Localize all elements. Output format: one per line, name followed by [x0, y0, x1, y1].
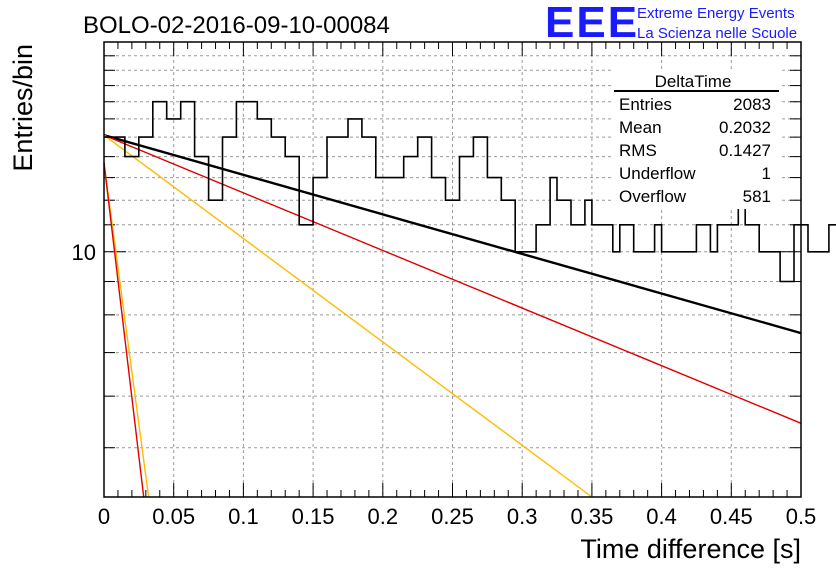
- x-tick-label: 0.2: [368, 504, 399, 529]
- y-axis-label: Entries/bin: [8, 44, 38, 172]
- stats-label: RMS: [619, 141, 657, 160]
- x-tick-label: 0.15: [292, 504, 335, 529]
- fit-line-3: [103, 134, 593, 498]
- x-axis-label: Time difference [s]: [580, 534, 801, 564]
- x-tick-label: 0.35: [570, 504, 613, 529]
- logo-line2: La Scienza nelle Scuole: [637, 25, 797, 42]
- eee-logo: EEE Extreme Energy Events La Scienza nel…: [545, 0, 797, 47]
- fit-line-4: [103, 162, 150, 498]
- x-tick-labels: 0 0.05 0.1 0.15 0.2 0.25 0.3 0.35 0.4 0.45 0.5: [98, 504, 816, 529]
- stats-value: 0.2032: [719, 118, 771, 137]
- y-tick-label: 10: [72, 240, 96, 265]
- stats-value: 2083: [733, 95, 771, 114]
- fit-line-1: [103, 134, 802, 335]
- x-tick-label: 0.5: [786, 504, 817, 529]
- x-tick-label: 0: [98, 504, 110, 529]
- stats-box: DeltaTime Entries 2083 Mean 0.2032 RMS 0.1427…: [612, 69, 782, 209]
- x-tick-label: 0.1: [228, 504, 259, 529]
- y-tick-labels: 10: [72, 240, 96, 265]
- chart-title: BOLO-02-2016-09-10-00084: [83, 12, 390, 39]
- fit-curves: [103, 134, 802, 498]
- fit-line-2: [103, 134, 802, 424]
- fit-line-5: [103, 162, 145, 498]
- x-tick-label: 0.05: [152, 504, 195, 529]
- stats-box-background: [612, 69, 782, 209]
- stats-label: Underflow: [619, 164, 696, 183]
- stats-label: Mean: [619, 118, 662, 137]
- stats-title: DeltaTime: [655, 72, 732, 91]
- x-tick-label: 0.45: [710, 504, 753, 529]
- stats-label: Entries: [619, 95, 672, 114]
- plot-frame: [103, 41, 802, 498]
- stats-label: Overflow: [619, 187, 687, 206]
- x-tick-label: 0.3: [507, 504, 538, 529]
- logo-line1: Extreme Energy Events: [637, 5, 795, 22]
- axis-ticks: [103, 42, 802, 497]
- stats-value: 0.1427: [719, 141, 771, 160]
- histogram: [104, 100, 836, 283]
- logo-text: EEE: [545, 0, 639, 47]
- x-tick-label: 0.25: [431, 504, 474, 529]
- stats-value: 1: [762, 164, 771, 183]
- x-tick-label: 0.4: [646, 504, 677, 529]
- stats-value: 581: [743, 187, 771, 206]
- histogram-outline: [104, 100, 836, 283]
